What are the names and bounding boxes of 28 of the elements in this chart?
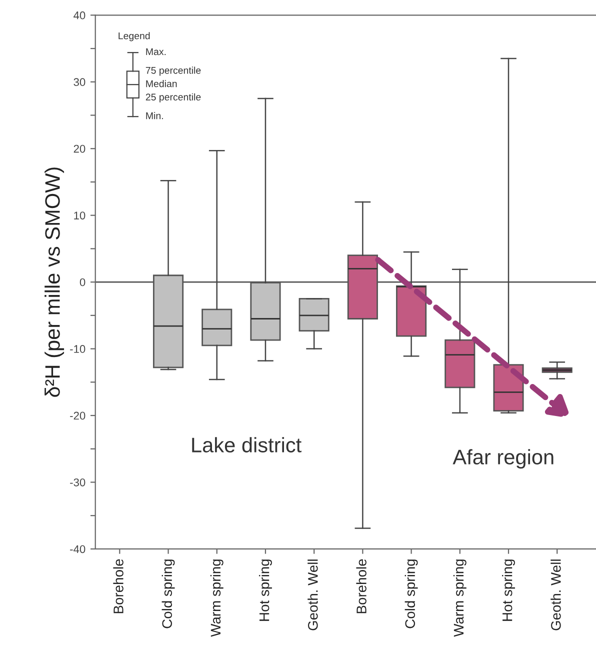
annotation: Min. bbox=[146, 112, 163, 120]
x-tick-label: Cold spring bbox=[404, 560, 418, 628]
annotation: 75 percentile bbox=[146, 66, 201, 76]
x-tick-label: Hot spring bbox=[259, 560, 272, 621]
y-tick-label: 30 bbox=[74, 78, 86, 86]
y-tick-label: 10 bbox=[74, 212, 86, 220]
x-tick-label: Warm spring bbox=[453, 560, 466, 637]
y-axis-title: δ²H (per mille vs SMOW) bbox=[44, 168, 64, 397]
x-tick-label: Cold spring bbox=[162, 560, 175, 628]
annotation: 25 percentile bbox=[146, 93, 201, 102]
x-tick-label: Geoth. Well bbox=[550, 560, 561, 630]
annotation: Afar region bbox=[452, 449, 554, 469]
y-tick-label: -10 bbox=[70, 345, 86, 353]
x-tick-label: Borehole bbox=[113, 559, 124, 614]
annotation: Max. bbox=[146, 48, 166, 56]
annotation: Median bbox=[146, 80, 177, 88]
annotation: Legend bbox=[118, 32, 150, 42]
x-tick-label: Warm spring bbox=[210, 560, 224, 637]
y-tick-label: -20 bbox=[70, 412, 86, 420]
y-tick-label: -30 bbox=[70, 478, 86, 486]
x-tick-label: Hot spring bbox=[502, 560, 515, 621]
annotation: Lake district bbox=[192, 437, 302, 452]
x-tick-label: Borehole bbox=[356, 559, 366, 614]
y-tick-label: 0 bbox=[80, 278, 86, 286]
y-tick-label: 40 bbox=[74, 11, 86, 20]
y-tick-label: 20 bbox=[74, 144, 86, 153]
y-tick-label: -40 bbox=[70, 545, 86, 554]
x-tick-label: Geoth. Well bbox=[308, 560, 318, 630]
